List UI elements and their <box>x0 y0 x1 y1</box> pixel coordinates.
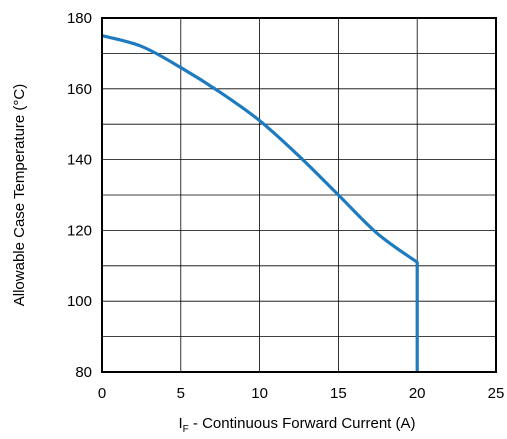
x-axis-title-subscript: F <box>183 424 189 435</box>
x-tick-label: 10 <box>251 385 268 402</box>
y-tick-label: 80 <box>75 364 92 381</box>
x-tick-label: 25 <box>488 385 505 402</box>
y-tick-label: 140 <box>67 152 92 169</box>
series-line <box>101 34 419 372</box>
grid-lines <box>101 17 497 373</box>
y-tick-label: 160 <box>67 81 92 98</box>
x-tick-label: 20 <box>409 385 426 402</box>
y-tick-label: 120 <box>67 222 92 239</box>
series-line-group <box>101 34 419 372</box>
x-axis-title-rest: - Continuous Forward Current (A) <box>189 415 416 432</box>
x-axis-title-prefix: I <box>178 415 182 432</box>
y-tick-label: 100 <box>67 293 92 310</box>
x-axis-title: IF - Continuous Forward Current (A) <box>178 415 415 435</box>
x-tick-label: 5 <box>177 385 185 402</box>
x-tick-labels: 0 5 10 15 20 25 <box>98 385 505 402</box>
plot-frame <box>101 17 497 373</box>
x-tick-label: 0 <box>98 385 106 402</box>
y-tick-label: 180 <box>67 10 92 27</box>
y-axis-title: Allowable Case Temperature (°C) <box>11 84 28 306</box>
x-tick-label: 15 <box>330 385 347 402</box>
y-tick-labels: 80 100 120 140 160 180 <box>67 10 92 381</box>
